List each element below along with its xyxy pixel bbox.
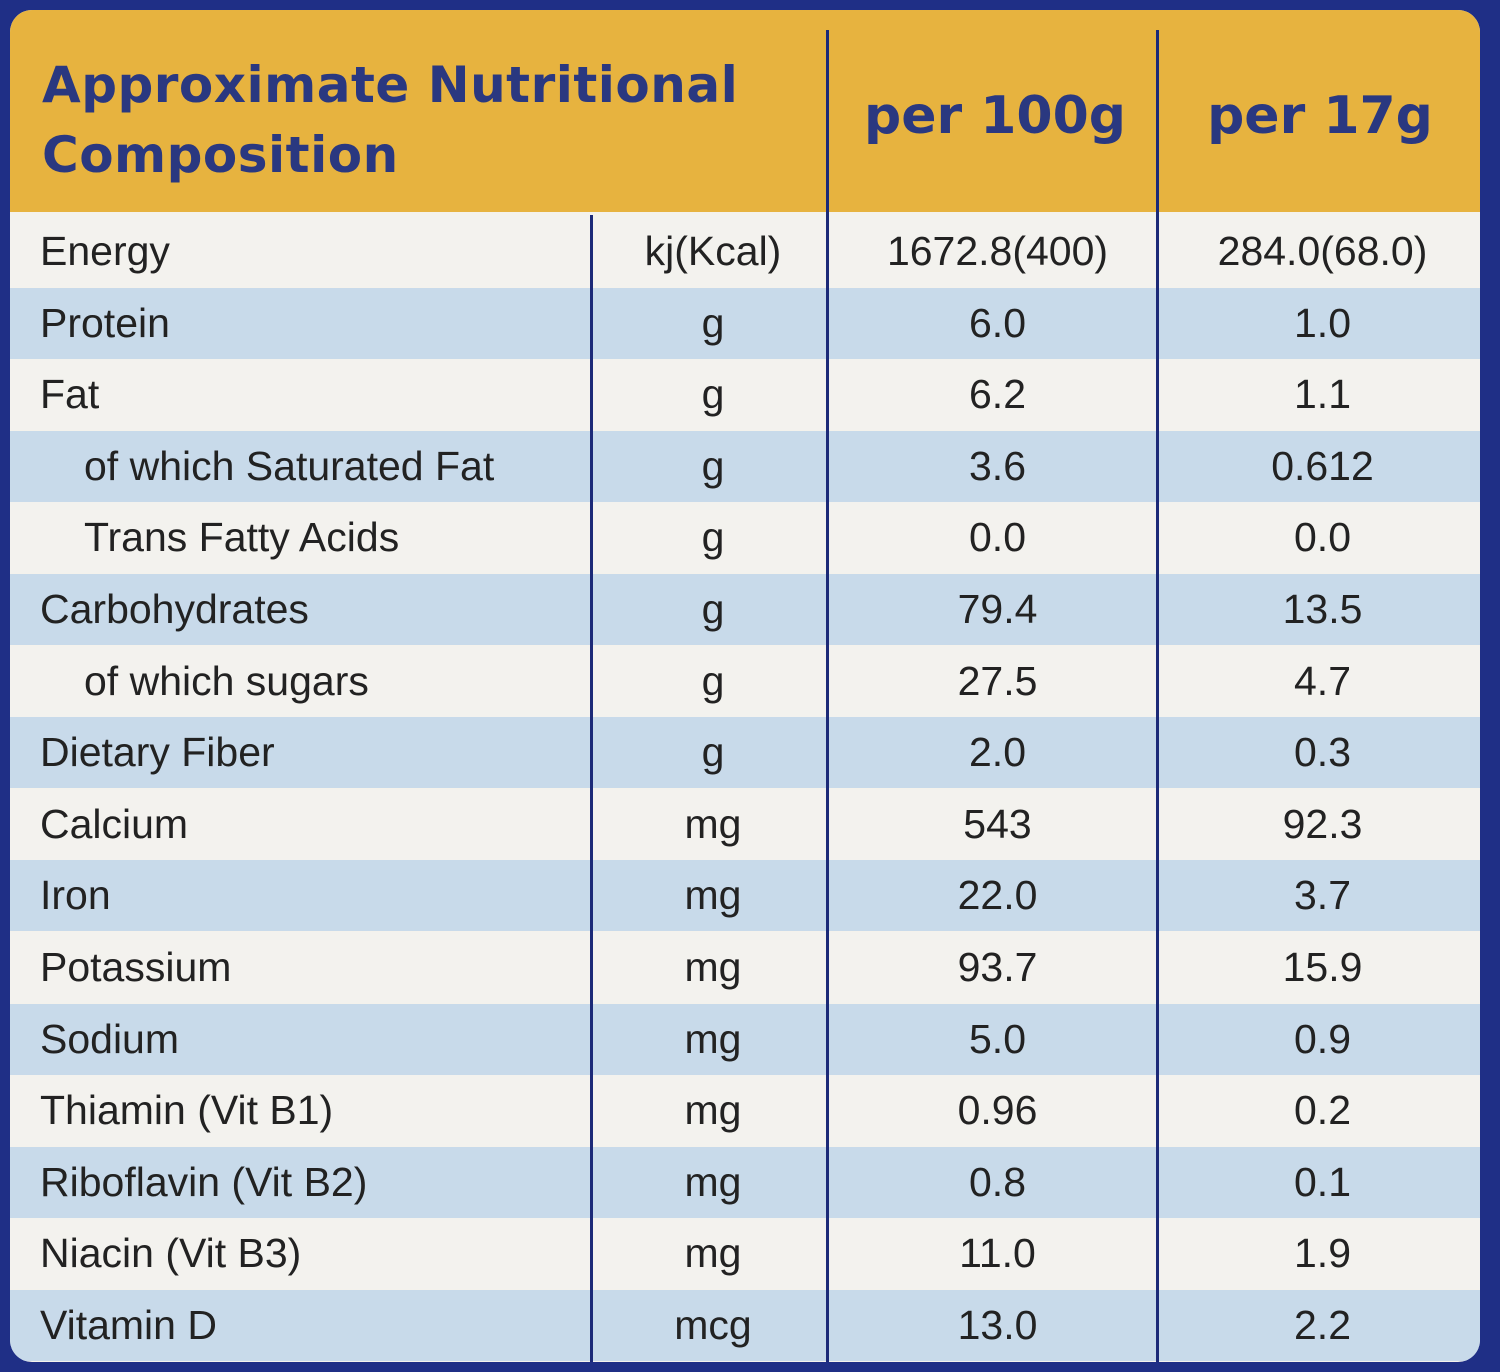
nutrient-name: Riboflavin (Vit B2) — [40, 1158, 368, 1205]
value-per-100g: 0.0 — [969, 514, 1026, 561]
value-per-100g: 0.96 — [957, 1087, 1038, 1134]
value-per-17g: 0.3 — [1294, 729, 1351, 776]
value-per-100g: 22.0 — [957, 872, 1038, 919]
table-row: Fat g 6.2 1.1 — [10, 359, 1480, 431]
nutrient-unit: mg — [684, 944, 742, 990]
nutrient-name: Dietary Fiber — [40, 729, 275, 776]
table-row: Niacin (Vit B3) mg 11.0 1.9 — [10, 1218, 1480, 1290]
nutrient-name: Iron — [40, 872, 111, 919]
value-per-17g: 92.3 — [1282, 800, 1363, 847]
value-per-100g: 0.8 — [969, 1158, 1026, 1205]
nutrient-name: Trans Fatty Acids — [84, 514, 400, 561]
nutrient-unit: g — [701, 586, 725, 632]
nutrient-name: of which sugars — [84, 657, 369, 704]
nutrition-panel: Approximate Nutritional Composition per … — [10, 10, 1480, 1362]
table-row: of which sugars g 27.5 4.7 — [10, 645, 1480, 717]
nutrient-unit: mg — [684, 1015, 742, 1062]
nutrient-unit: g — [701, 729, 725, 776]
value-per-100g: 6.0 — [969, 299, 1026, 346]
nutrient-unit: g — [701, 514, 725, 561]
column-header-per-17g: per 17g — [1207, 86, 1433, 146]
table-title: Approximate Nutritional Composition — [42, 56, 739, 184]
nutrient-name: Potassium — [40, 944, 232, 990]
value-per-100g: 2.0 — [969, 729, 1026, 776]
value-per-17g: 0.9 — [1294, 1015, 1351, 1062]
column-divider — [826, 30, 829, 1362]
column-divider — [590, 215, 593, 1362]
nutrient-unit: g — [701, 657, 725, 704]
table-row: Protein g 6.0 1.0 — [10, 287, 1480, 359]
table-row: Trans Fatty Acids g 0.0 0.0 — [10, 502, 1480, 574]
value-per-100g: 27.5 — [957, 657, 1038, 704]
value-per-100g: 5.0 — [969, 1015, 1026, 1062]
value-per-100g: 3.6 — [969, 442, 1026, 489]
value-per-17g: 1.9 — [1294, 1230, 1351, 1277]
table-row: Sodium mg 5.0 0.9 — [10, 1003, 1480, 1075]
nutrient-name: Fat — [40, 371, 100, 418]
value-per-17g: 0.2 — [1294, 1087, 1351, 1134]
table-row: Calcium mg 543 92.3 — [10, 788, 1480, 860]
value-per-17g: 3.7 — [1294, 872, 1351, 919]
nutrient-unit: g — [701, 299, 725, 346]
table-row: Iron mg 22.0 3.7 — [10, 860, 1480, 932]
value-per-100g: 93.7 — [957, 944, 1038, 990]
nutrient-name: Vitamin D — [40, 1302, 217, 1348]
table-row: Dietary Fiber g 2.0 0.3 — [10, 717, 1480, 789]
nutrient-name: Carbohydrates — [40, 586, 309, 632]
table-row: Energy kj(Kcal) 1672.8(400) 284.0(68.0) — [10, 216, 1480, 287]
nutrient-name: Sodium — [40, 1015, 180, 1062]
nutrient-name: Thiamin (Vit B1) — [40, 1087, 334, 1134]
value-per-100g: 6.2 — [969, 371, 1026, 418]
value-per-17g: 0.612 — [1271, 442, 1374, 489]
value-per-17g: 1.0 — [1294, 299, 1351, 346]
table-row: Vitamin D mcg 13.0 2.2 — [10, 1290, 1480, 1361]
nutrient-name: Niacin (Vit B3) — [40, 1230, 302, 1277]
nutrient-unit: mg — [684, 1087, 742, 1134]
value-per-17g: 15.9 — [1282, 944, 1363, 990]
nutrient-unit: g — [701, 442, 725, 489]
value-per-17g: 0.0 — [1294, 514, 1351, 561]
nutrient-unit: mg — [684, 800, 742, 847]
value-per-17g: 0.1 — [1294, 1158, 1351, 1205]
table-row: Thiamin (Vit B1) mg 0.96 0.2 — [10, 1075, 1480, 1147]
value-per-17g: 4.7 — [1294, 657, 1351, 704]
value-per-100g: 543 — [963, 800, 1032, 847]
value-per-100g: 79.4 — [957, 586, 1038, 632]
table-header: Approximate Nutritional Composition per … — [10, 10, 1480, 212]
nutrient-unit: g — [701, 371, 725, 418]
nutrient-unit: mg — [684, 1230, 742, 1277]
table-row: of which Saturated Fat g 3.6 0.612 — [10, 430, 1480, 502]
value-per-100g: 13.0 — [957, 1302, 1038, 1348]
table-row: Riboflavin (Vit B2) mg 0.8 0.1 — [10, 1146, 1480, 1218]
nutrient-unit: mg — [684, 1158, 742, 1205]
nutrient-unit: kj(Kcal) — [644, 228, 782, 274]
value-per-17g: 2.2 — [1294, 1302, 1351, 1348]
table-row: Potassium mg 93.7 15.9 — [10, 932, 1480, 1003]
nutrient-name: of which Saturated Fat — [84, 442, 495, 489]
value-per-17g: 1.1 — [1294, 371, 1351, 418]
value-per-17g: 13.5 — [1282, 586, 1363, 632]
value-per-100g: 11.0 — [959, 1230, 1036, 1277]
nutrient-name: Calcium — [40, 800, 189, 847]
column-divider — [1156, 30, 1159, 1362]
nutrient-name: Protein — [40, 299, 170, 346]
nutrient-unit: mg — [684, 872, 742, 919]
nutrient-name: Energy — [40, 228, 170, 274]
value-per-17g: 284.0(68.0) — [1217, 228, 1428, 274]
column-header-per-100g: per 100g — [863, 86, 1126, 146]
table-row: Carbohydrates g 79.4 13.5 — [10, 574, 1480, 645]
nutrient-unit: mcg — [674, 1302, 752, 1348]
value-per-100g: 1672.8(400) — [886, 228, 1109, 274]
